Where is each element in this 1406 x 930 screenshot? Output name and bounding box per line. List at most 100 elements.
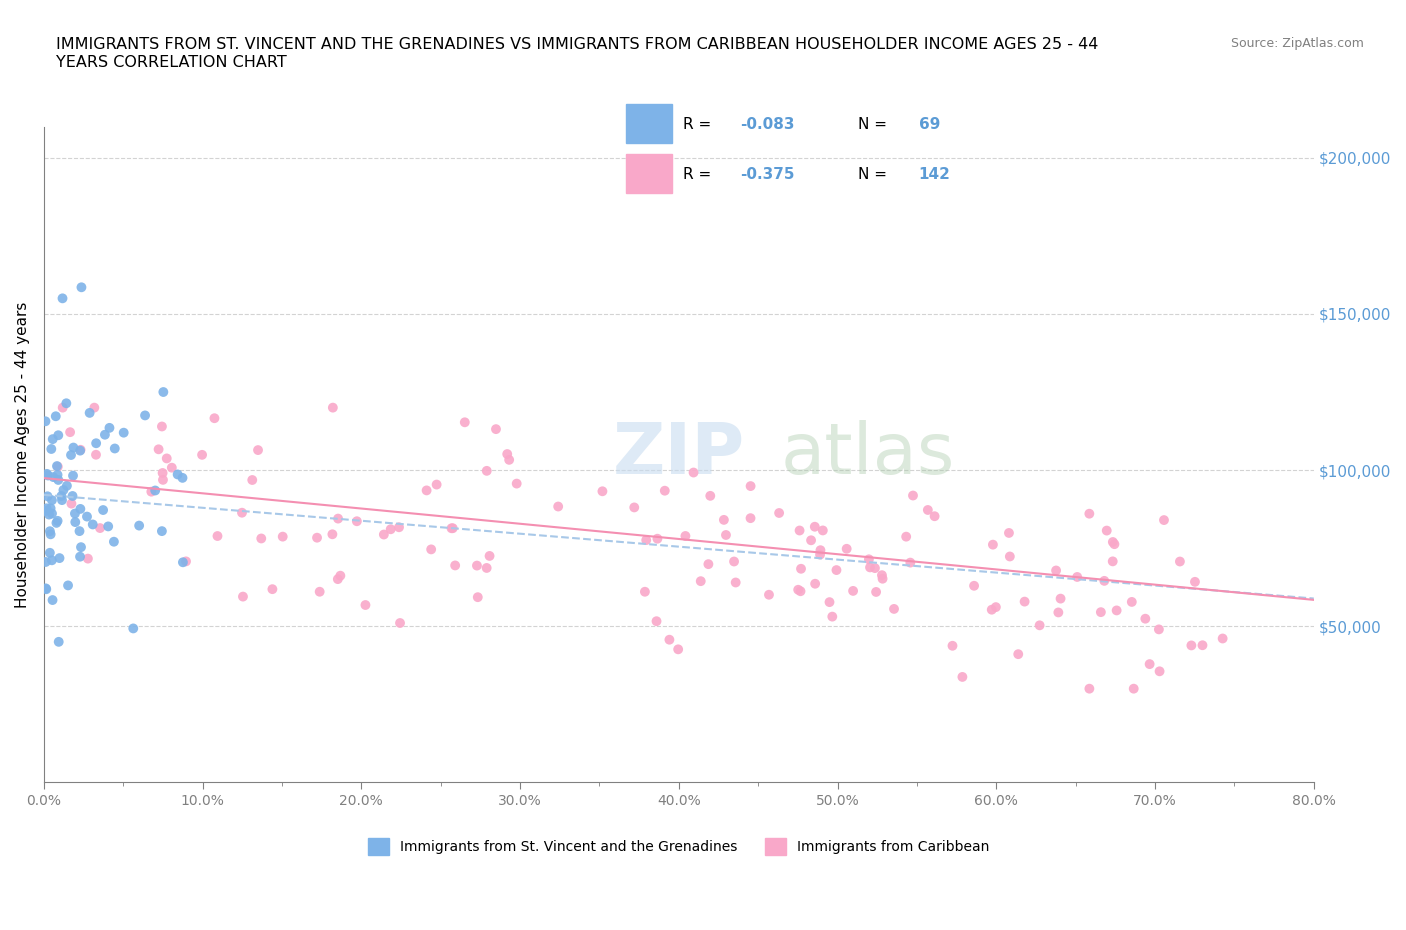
Point: [980, 603, 1002, 618]
Text: -0.375: -0.375: [740, 167, 794, 182]
Point: [998, 549, 1021, 564]
Point: [42, 432, 65, 446]
Point: [666, 642, 689, 657]
Point: [65, 514, 87, 529]
Point: [262, 582, 284, 597]
Point: [808, 547, 831, 562]
Point: [46, 428, 69, 443]
Point: [1180, 638, 1202, 653]
Point: [46, 468, 69, 483]
Point: [380, 522, 402, 537]
Point: [70, 280, 93, 295]
Point: [97, 519, 120, 534]
Point: [475, 463, 498, 478]
Point: [1153, 512, 1175, 527]
Point: [51, 291, 73, 306]
Point: [1014, 594, 1036, 609]
Point: [141, 485, 163, 499]
Point: [240, 472, 263, 487]
Point: [62, 488, 84, 503]
Point: [498, 452, 520, 467]
Point: [804, 577, 827, 591]
Point: [373, 527, 395, 542]
Point: [426, 477, 449, 492]
Point: [305, 530, 328, 545]
Point: [998, 525, 1021, 540]
Point: [1147, 622, 1170, 637]
Point: [1047, 605, 1070, 620]
Point: [811, 523, 834, 538]
Point: [112, 425, 135, 440]
Point: [152, 466, 174, 481]
Point: [636, 533, 658, 548]
Point: [37, 468, 59, 483]
Point: [1122, 682, 1144, 697]
Point: [35, 554, 58, 569]
Point: [150, 419, 173, 434]
Point: [174, 554, 197, 569]
Bar: [626, 104, 672, 143]
Point: [634, 584, 657, 599]
Point: [60, 447, 83, 462]
Point: [94, 427, 117, 442]
Point: [789, 584, 811, 599]
Point: [682, 465, 704, 480]
Point: [485, 421, 508, 436]
Point: [41, 493, 63, 508]
Point: [56, 478, 79, 493]
Point: [89, 521, 111, 536]
Point: [800, 533, 823, 548]
Point: [883, 602, 905, 617]
Point: [415, 483, 437, 498]
Point: [804, 519, 827, 534]
Point: [790, 562, 813, 577]
Point: [34, 503, 56, 518]
Point: [52, 400, 75, 415]
Point: [79, 405, 101, 420]
Point: [204, 411, 226, 426]
Point: [1095, 524, 1118, 538]
Point: [547, 499, 569, 514]
Point: [467, 590, 489, 604]
Point: [84, 436, 107, 451]
Point: [148, 442, 170, 457]
Point: [51, 493, 73, 508]
Point: [329, 568, 352, 583]
Point: [1078, 682, 1101, 697]
Point: [98, 420, 121, 435]
Point: [898, 555, 921, 570]
Point: [41, 506, 63, 521]
Point: [160, 460, 183, 475]
Point: [48, 551, 70, 565]
Point: [172, 471, 194, 485]
Point: [924, 509, 946, 524]
Point: [39, 527, 62, 542]
Point: [82, 517, 104, 532]
Point: [56, 578, 79, 592]
Point: [35, 501, 58, 516]
Text: 142: 142: [918, 167, 950, 182]
Point: [321, 526, 343, 541]
Point: [981, 538, 1004, 552]
Point: [1149, 664, 1171, 679]
Point: [156, 451, 179, 466]
Point: [963, 578, 986, 593]
Point: [465, 558, 488, 573]
Point: [1168, 554, 1191, 569]
Point: [70, 539, 93, 554]
Point: [1139, 657, 1161, 671]
Point: [842, 583, 865, 598]
Point: [41, 592, 63, 607]
Point: [872, 571, 894, 586]
Point: [46, 459, 69, 474]
Point: [1092, 574, 1115, 589]
Point: [478, 549, 501, 564]
Point: [1105, 603, 1128, 618]
Point: [1078, 506, 1101, 521]
Point: [623, 500, 645, 515]
Point: [591, 484, 613, 498]
Point: [496, 446, 519, 461]
Point: [42, 470, 65, 485]
Point: [35, 582, 58, 597]
Point: [41, 552, 63, 567]
